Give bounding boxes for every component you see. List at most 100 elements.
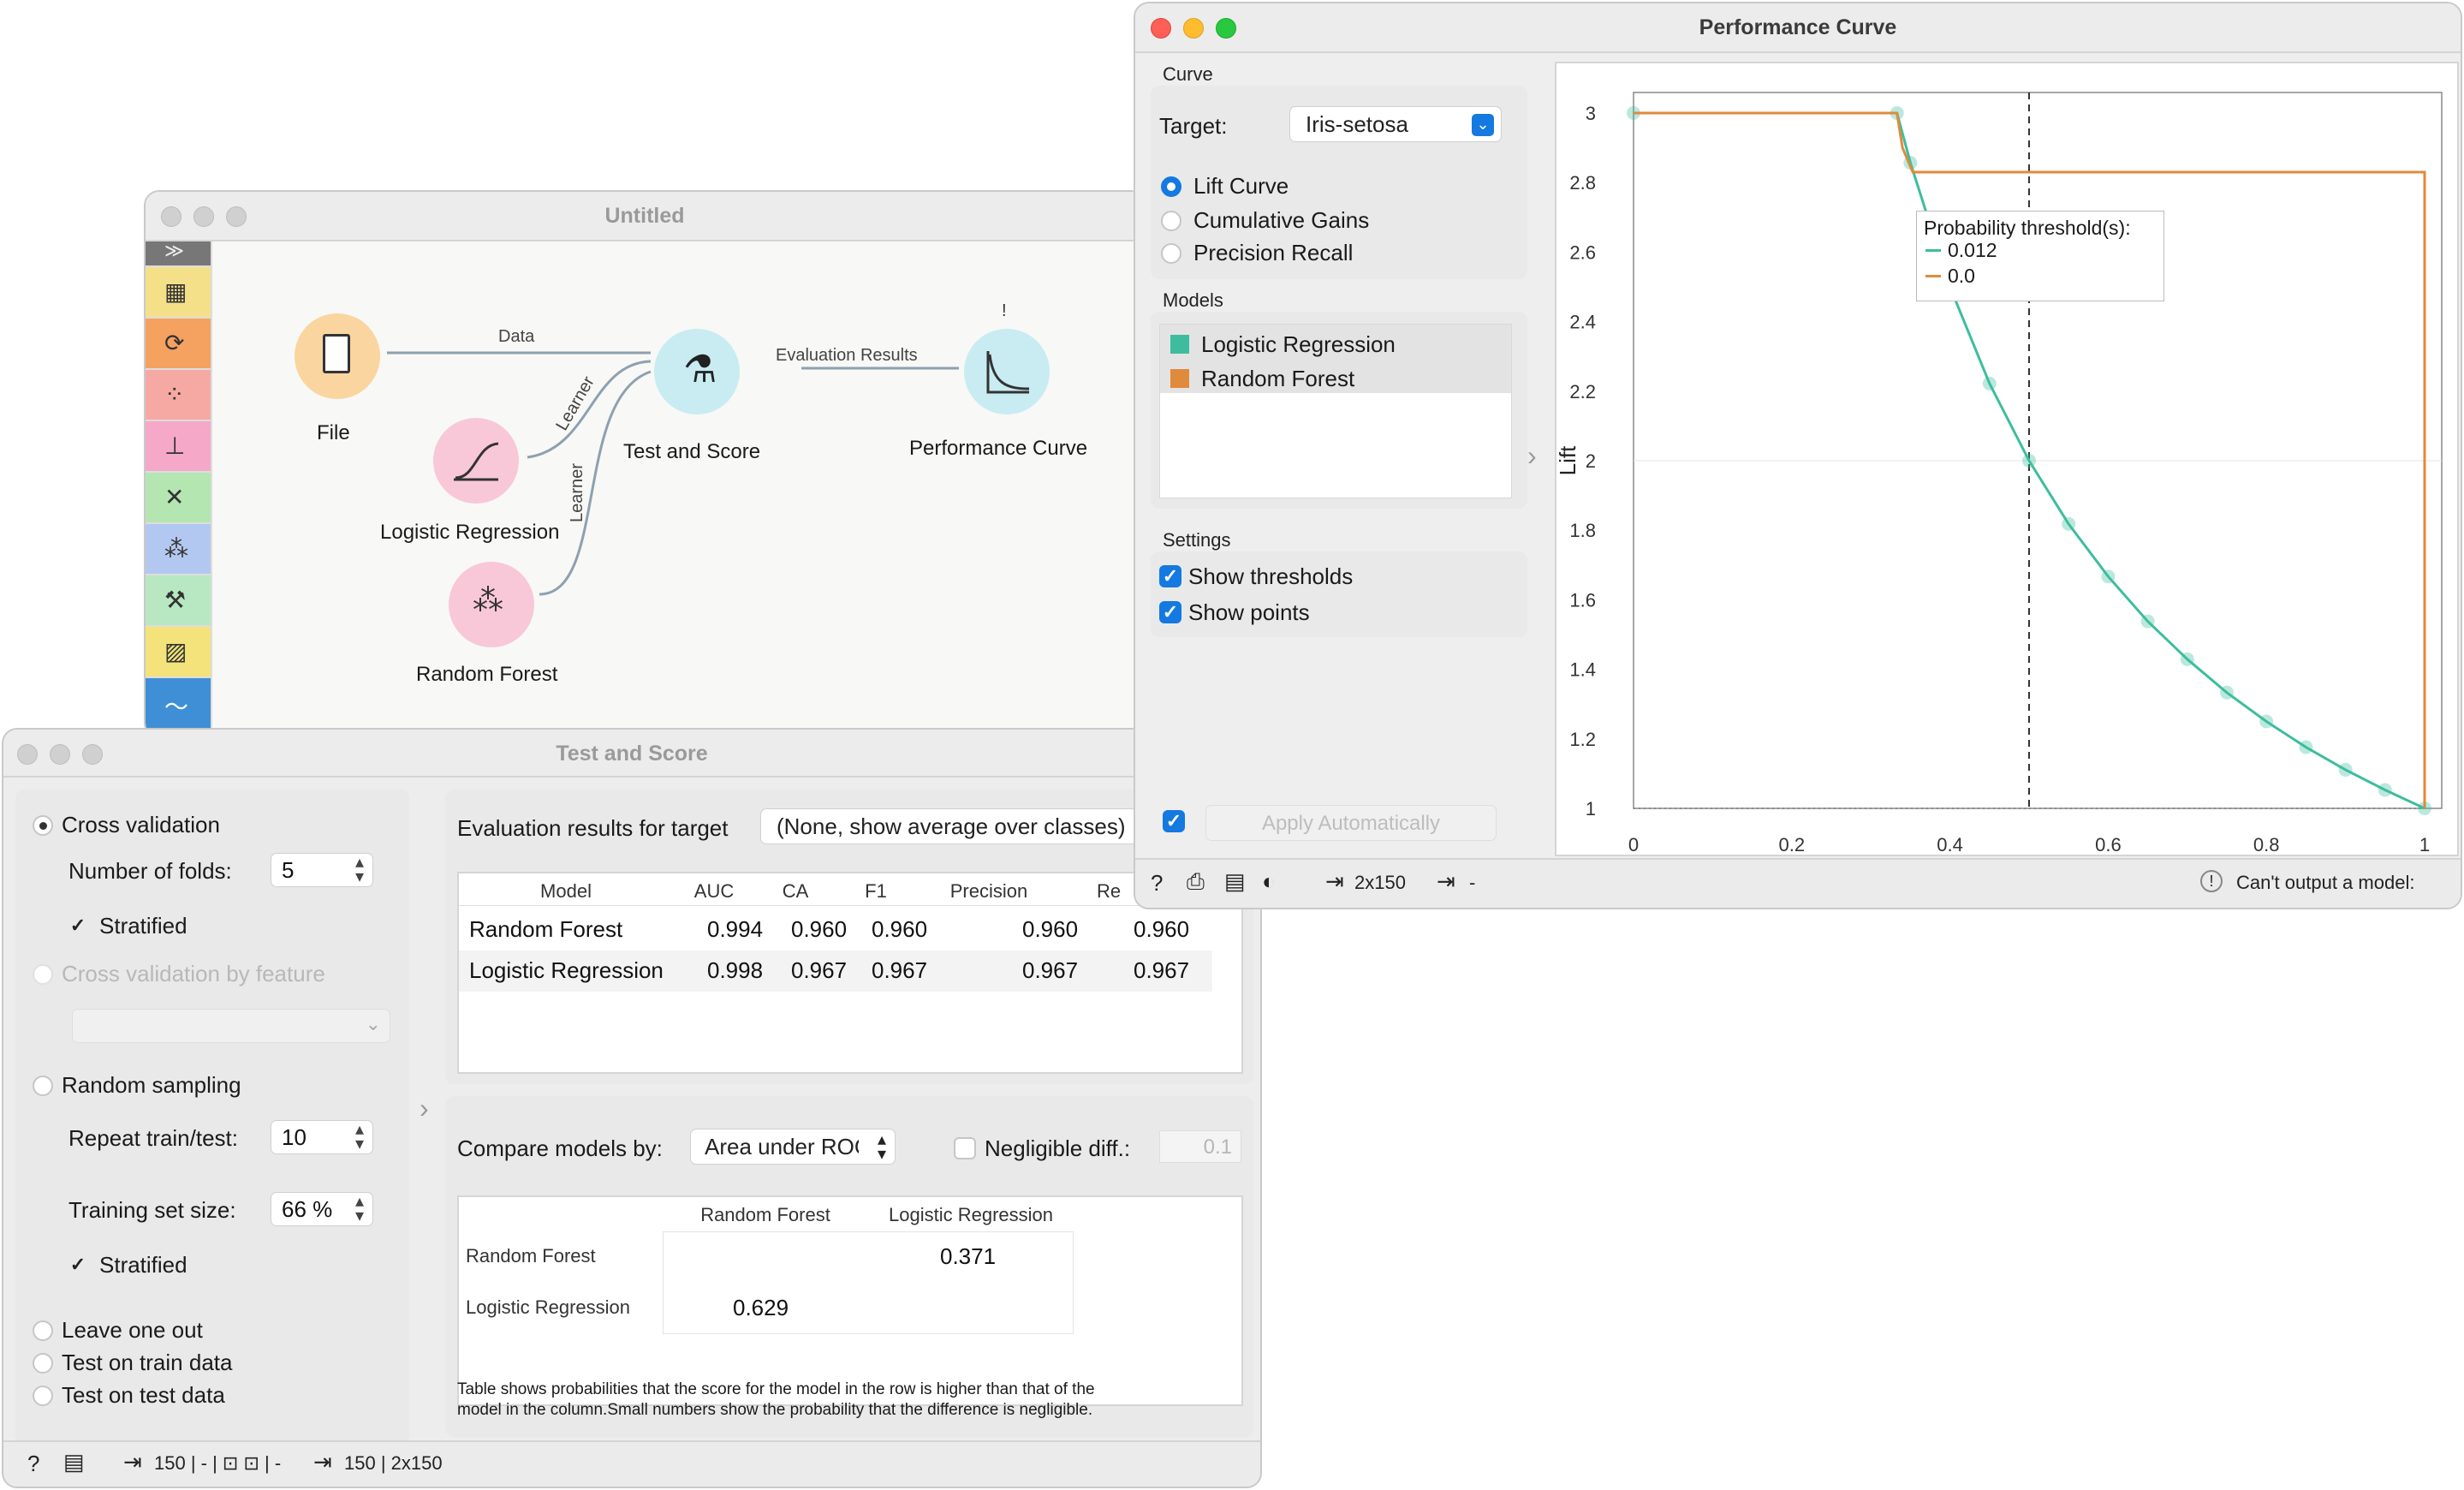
tooltip-lr-swatch — [1925, 249, 1941, 252]
cross-validation-radio[interactable] — [33, 815, 53, 836]
report-icon[interactable]: ▤ — [1224, 868, 1246, 894]
row1-ca: 0.960 — [791, 916, 848, 942]
target-combo[interactable]: Iris-setosa ⌄ — [1289, 106, 1502, 142]
model-category-icon[interactable]: ⊥ — [146, 421, 211, 471]
repeat-spinner[interactable]: 10 ▴ ▾ — [271, 1120, 373, 1154]
image-category-icon[interactable]: ▨ — [146, 627, 211, 676]
row2-auc: 0.998 — [707, 957, 764, 983]
compare-header-rf: Random Forest — [700, 1204, 830, 1225]
models-list[interactable]: Logistic Regression Random Forest — [1159, 324, 1512, 498]
row2-ca: 0.967 — [791, 957, 848, 983]
apply-auto-checkbox[interactable]: ✓ — [1163, 810, 1185, 832]
close-dot[interactable] — [161, 206, 182, 227]
visualize-category-icon[interactable]: ⁘ — [146, 370, 211, 420]
test-score-statusbar: ? ▤ ⇥ 150 | - | ⊡ ⊡ | - ⇥ 150 | 2x150 — [3, 1440, 1260, 1487]
show-thresholds-label: Show thresholds — [1188, 563, 1354, 589]
test-on-train-label: Test on train data — [62, 1350, 233, 1375]
canvas-links — [387, 351, 959, 596]
report-icon[interactable]: ▤ — [63, 1449, 85, 1475]
file-node[interactable] — [295, 313, 380, 399]
row1-auc: 0.994 — [707, 916, 764, 942]
close-dot[interactable] — [17, 744, 38, 765]
zoom-dot[interactable] — [82, 744, 103, 765]
curve-category-icon[interactable]: 〜 — [146, 678, 211, 728]
compare-combo[interactable]: Area under ROC ▴ ▾ — [690, 1129, 896, 1165]
y-tick-label: 1.8 — [1569, 520, 1596, 541]
header-precision[interactable]: Precision — [949, 880, 1028, 902]
spectroscopy-category-icon[interactable]: ⚒ — [146, 575, 211, 625]
header-model[interactable]: Model — [540, 880, 592, 902]
output-icon: ⇥ — [313, 1449, 332, 1475]
row2-f1: 0.967 — [872, 957, 928, 983]
cross-validation-label: Cross validation — [62, 812, 220, 837]
row2-precision: 0.967 — [1022, 957, 1079, 983]
data-point — [2022, 454, 2036, 468]
cv-by-feature-radio[interactable] — [33, 964, 53, 985]
y-tick-label: 2.2 — [1569, 381, 1596, 402]
help-icon[interactable]: ? — [1151, 870, 1164, 896]
test-on-train-radio[interactable] — [33, 1353, 53, 1374]
header-ca[interactable]: CA — [782, 880, 809, 902]
collapse-chevron-icon[interactable]: › — [420, 1093, 429, 1123]
tree-icon: ⁂ — [473, 582, 503, 617]
test-on-test-radio[interactable] — [33, 1386, 53, 1406]
close-dot[interactable] — [1151, 18, 1171, 39]
leave-one-out-label: Leave one out — [62, 1317, 203, 1343]
random-sampling-radio[interactable] — [33, 1076, 53, 1096]
save-icon[interactable]: ⎙ — [1187, 868, 1205, 894]
data-point — [2378, 783, 2392, 797]
unsupervised-category-icon[interactable]: ⁂ — [146, 524, 211, 574]
toolbox-expand-icon[interactable]: ≫ — [146, 240, 211, 265]
show-points-checkbox[interactable]: ✓ — [1159, 601, 1181, 623]
list-item[interactable] — [1160, 325, 1511, 393]
minimize-dot[interactable] — [193, 206, 214, 227]
help-icon[interactable]: ? — [27, 1451, 40, 1476]
data-point — [2180, 652, 2194, 666]
plot-panel: 1 1.2 1.4 1.6 1.8 2 2.2 2.4 2.6 2.8 3 0 0.2 0.4 0.6 0.8… — [1555, 62, 2459, 856]
negligible-checkbox[interactable] — [954, 1137, 976, 1159]
folds-spinner[interactable]: 5 ▴ ▾ — [271, 853, 373, 887]
compare-table: Random Forest Logistic Regression Random… — [457, 1195, 1243, 1406]
cumulative-gains-radio[interactable] — [1161, 211, 1181, 231]
palette-icon[interactable]: ◐ — [1262, 868, 1276, 894]
lift-chart[interactable]: 1 1.2 1.4 1.6 1.8 2 2.2 2.4 2.6 2.8 3 0 0.2 0.4 0.6 0.8… — [1556, 63, 2457, 855]
table-row[interactable] — [459, 951, 1212, 992]
perf-curve-node[interactable] — [964, 329, 1050, 414]
transform-category-icon[interactable]: ⟳ — [146, 319, 211, 368]
train-size-spinner[interactable]: 66 % ▴ ▾ — [271, 1192, 373, 1226]
minimize-dot[interactable] — [50, 744, 70, 765]
precision-recall-radio[interactable] — [1161, 243, 1181, 264]
logreg-node[interactable] — [433, 418, 519, 504]
stratified2-checkbox[interactable]: ✓ — [69, 1254, 86, 1275]
test-score-window: Test and Score Cross validation Number o… — [2, 728, 1262, 1488]
zoom-dot[interactable] — [226, 206, 247, 227]
leave-one-out-radio[interactable] — [33, 1320, 53, 1341]
evaluate-category-icon[interactable]: ✕ — [146, 473, 211, 522]
row1-f1: 0.960 — [872, 916, 928, 942]
data-point — [2220, 685, 2234, 700]
header-f1[interactable]: F1 — [865, 880, 887, 902]
negligible-input[interactable]: 0.1 — [1159, 1130, 1241, 1163]
minimize-dot[interactable] — [1183, 18, 1204, 39]
lift-curve-radio[interactable] — [1161, 176, 1181, 197]
x-tick-label: 1 — [2419, 834, 2430, 855]
header-auc[interactable]: AUC — [693, 880, 735, 902]
data-category-icon[interactable]: ▦ — [146, 267, 211, 317]
y-tick-label: 3 — [1586, 103, 1596, 124]
data-point — [2338, 762, 2353, 777]
apply-auto-button[interactable]: Apply Automatically — [1205, 805, 1497, 841]
show-thresholds-checkbox[interactable]: ✓ — [1159, 565, 1181, 587]
feature-combo[interactable]: ⌄ — [72, 1009, 390, 1043]
y-tick-label: 2.8 — [1569, 172, 1596, 194]
eval-target-combo[interactable]: (None, show average over classes) — [760, 808, 1146, 844]
stratified1-checkbox[interactable]: ✓ — [69, 915, 86, 936]
tooltip-rf-swatch — [1925, 275, 1941, 277]
rf-node[interactable]: ⁂ — [449, 562, 534, 647]
sigmoid-icon — [454, 442, 499, 481]
header-recall[interactable]: Re — [1096, 880, 1122, 902]
compare-row2-name: Logistic Regression — [466, 1296, 630, 1318]
rf-node-label: Random Forest — [416, 663, 558, 686]
collapse-chevron-icon[interactable]: › — [1527, 440, 1537, 471]
test-score-node[interactable]: ⚗ — [654, 329, 740, 414]
zoom-dot[interactable] — [1216, 18, 1236, 39]
